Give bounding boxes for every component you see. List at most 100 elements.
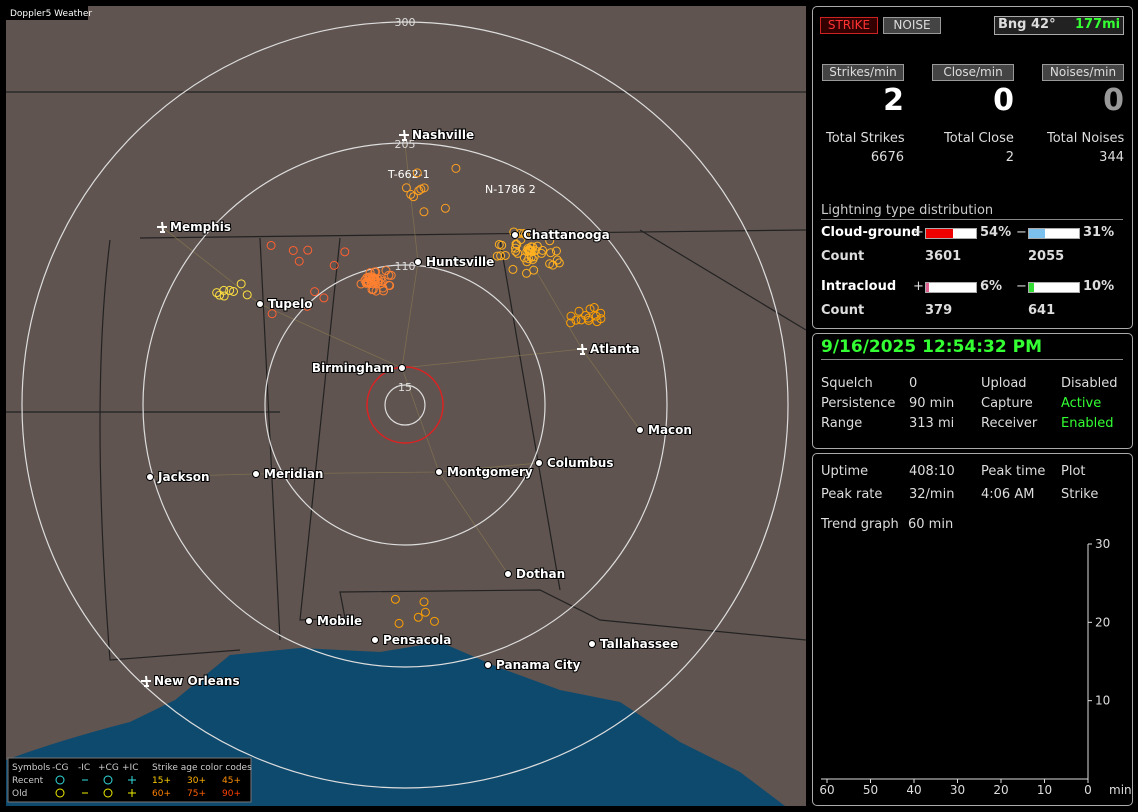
city-dot bbox=[484, 661, 492, 669]
pct-fill bbox=[926, 283, 929, 292]
range-rings bbox=[21, 21, 789, 789]
strike-marker bbox=[362, 277, 372, 287]
legend-text: 75+ bbox=[187, 789, 206, 799]
trend-label: Trend graph bbox=[821, 517, 899, 532]
city-label: Atlanta bbox=[590, 342, 640, 356]
strike-marker bbox=[420, 607, 430, 617]
legend-text: -CG bbox=[52, 763, 69, 773]
strike-marker bbox=[496, 251, 506, 261]
x-tick-label: 0 bbox=[1084, 783, 1092, 797]
strike-marker bbox=[303, 245, 313, 255]
y-tick-label: 20 bbox=[1095, 615, 1110, 629]
legend-text: Old bbox=[12, 789, 27, 799]
city-label: Tallahassee bbox=[600, 637, 678, 651]
city-dot bbox=[435, 468, 443, 476]
city-label: Memphis bbox=[170, 220, 231, 234]
legend-text: Symbols bbox=[12, 763, 51, 773]
city-dot bbox=[252, 470, 260, 478]
count-label: Count bbox=[821, 303, 865, 318]
settings-panel: 9/16/2025 12:54:32 PM Squelch 0 Upload Disa… bbox=[812, 333, 1133, 449]
total-label: Total Noises bbox=[1047, 131, 1125, 146]
strike-marker bbox=[526, 252, 536, 262]
pct-fill bbox=[926, 229, 953, 238]
noise-toggle[interactable]: NOISE bbox=[883, 17, 941, 34]
setting-text: Upload bbox=[981, 376, 1027, 391]
pct-fill bbox=[1029, 229, 1045, 238]
strike-marker bbox=[589, 303, 599, 313]
rate-label: Strikes/min bbox=[822, 64, 904, 81]
strike-toggle[interactable]: STRIKE bbox=[820, 17, 878, 34]
divider bbox=[821, 359, 1123, 360]
airport-icon bbox=[157, 221, 167, 233]
strike-marker bbox=[552, 255, 562, 265]
city-label: Montgomery bbox=[447, 465, 533, 479]
strike-marker bbox=[365, 268, 375, 278]
type-label: Cloud-ground bbox=[821, 225, 921, 240]
x-tick-label: 50 bbox=[863, 783, 878, 797]
legend-text: +IC bbox=[122, 763, 138, 773]
stat-text: 4:06 AM bbox=[981, 487, 1035, 502]
x-tick-label: 20 bbox=[993, 783, 1008, 797]
trend-graph: min 30 20 10 60 50 40 30 20 10 0 bbox=[819, 537, 1132, 797]
x-tick-label: 30 bbox=[950, 783, 965, 797]
stat-text: Peak rate bbox=[821, 487, 883, 502]
strike-marker bbox=[548, 260, 558, 270]
stat-text: Peak time bbox=[981, 464, 1046, 479]
cities: Nashville Memphis Chattanooga Huntsville Tup… bbox=[141, 127, 693, 689]
legend-text: Recent bbox=[12, 776, 44, 786]
ring-label: 15 bbox=[398, 381, 412, 394]
total-value: 2 bbox=[1005, 150, 1014, 165]
divider bbox=[821, 219, 1123, 220]
legend-text: 90+ bbox=[222, 789, 241, 799]
strike-marker bbox=[524, 254, 534, 264]
setting-text: Receiver bbox=[981, 416, 1038, 431]
strike-marker bbox=[319, 293, 329, 303]
legend-text: +CG bbox=[98, 763, 119, 773]
distance: 177mi bbox=[1075, 17, 1121, 32]
track-label: N-1786 2 bbox=[485, 183, 536, 196]
strike-marker bbox=[529, 265, 539, 275]
track-label: T-662-1 bbox=[387, 168, 430, 181]
strike-marker bbox=[225, 285, 235, 295]
strike-marker bbox=[381, 266, 391, 276]
strike-marker bbox=[440, 203, 450, 213]
type-label: Intracloud bbox=[821, 279, 897, 294]
y-tick-label: 30 bbox=[1095, 537, 1110, 551]
x-unit: min bbox=[1109, 783, 1132, 797]
strike-marker bbox=[329, 260, 339, 270]
strike-marker bbox=[229, 286, 239, 296]
strike-marker bbox=[401, 183, 411, 193]
city-dot bbox=[414, 258, 422, 266]
count-value: 3601 bbox=[925, 249, 962, 264]
strike-marker bbox=[390, 594, 400, 604]
city-dot bbox=[371, 636, 379, 644]
strike-marker bbox=[384, 270, 394, 280]
strike-marker bbox=[511, 246, 521, 256]
strike-marker bbox=[266, 240, 276, 250]
y-tick-label: 10 bbox=[1095, 694, 1110, 708]
strike-marker bbox=[583, 313, 593, 323]
map-title: Doppler5 Weather bbox=[10, 9, 92, 19]
datetime: 9/16/2025 12:54:32 PM bbox=[821, 337, 1042, 357]
city-label: Panama City bbox=[496, 658, 581, 672]
bearing: Bng 42° bbox=[998, 17, 1056, 32]
strike-marker bbox=[356, 279, 366, 289]
strike-marker bbox=[370, 273, 380, 283]
strike-marker bbox=[510, 243, 520, 253]
strike-marker bbox=[267, 309, 277, 319]
strike-marker bbox=[370, 267, 380, 277]
strike-marker bbox=[513, 248, 523, 258]
strike-marker bbox=[394, 618, 404, 628]
strike-marker bbox=[574, 306, 584, 316]
stat-text: Strike bbox=[1061, 487, 1099, 502]
city-label: Nashville bbox=[412, 128, 474, 142]
city-dot bbox=[146, 473, 154, 481]
rate-label: Close/min bbox=[932, 64, 1014, 81]
legend-text: Strike age color codes bbox=[152, 763, 252, 773]
legend-text: 45+ bbox=[222, 776, 241, 786]
strike-markers bbox=[212, 163, 606, 628]
strike-marker bbox=[585, 304, 595, 314]
strike-marker bbox=[545, 236, 555, 246]
strike-marker bbox=[508, 264, 518, 274]
airport-icon bbox=[399, 129, 409, 141]
